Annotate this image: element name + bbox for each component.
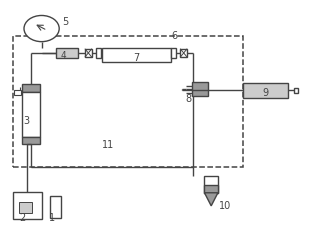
Polygon shape	[204, 193, 218, 206]
Text: 9: 9	[262, 88, 268, 98]
Bar	[102, 48, 171, 62]
Text: 1: 1	[49, 213, 55, 223]
Text: 4: 4	[60, 51, 66, 60]
Bar	[50, 196, 61, 218]
Bar	[85, 49, 92, 57]
Bar	[180, 49, 187, 57]
Text: 2: 2	[19, 213, 26, 223]
Bar	[13, 192, 42, 219]
Bar	[294, 88, 298, 93]
Bar	[243, 83, 288, 98]
Bar	[19, 202, 32, 213]
Bar	[192, 82, 208, 96]
Bar	[22, 84, 40, 92]
Text: 6: 6	[171, 31, 177, 41]
Bar	[204, 176, 218, 193]
Bar	[204, 185, 218, 193]
Bar	[22, 137, 40, 144]
Bar	[14, 90, 21, 95]
Bar	[56, 48, 78, 58]
Bar	[22, 92, 40, 137]
Text: 5: 5	[62, 17, 69, 27]
Text: 11: 11	[102, 139, 115, 149]
Bar	[171, 48, 176, 58]
Text: 7: 7	[133, 53, 139, 63]
Text: 8: 8	[185, 94, 191, 104]
Text: 3: 3	[23, 116, 30, 126]
Circle shape	[24, 15, 59, 42]
Bar	[13, 36, 243, 167]
Bar	[96, 48, 101, 58]
Text: 10: 10	[219, 201, 231, 211]
